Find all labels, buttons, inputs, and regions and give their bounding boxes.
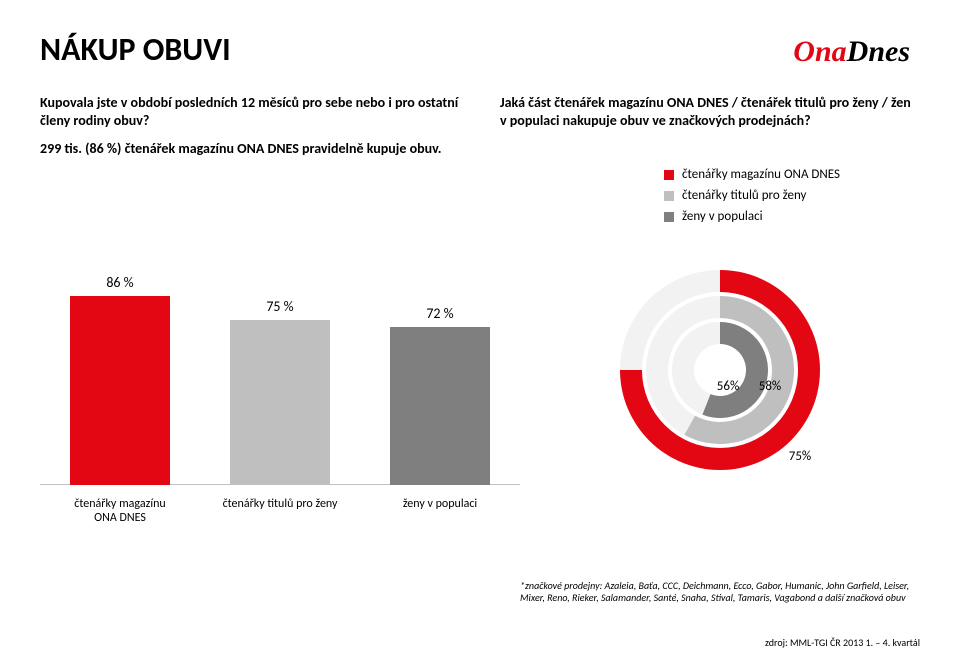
footnote: *značkové prodejny: Azaleia, Baťa, CCC, … xyxy=(520,580,920,604)
source-text: zdroj: MML-TGI ČR 2013 1. – 4. kvartál xyxy=(765,636,920,649)
legend-item: čtenářky titulů pro ženy xyxy=(664,186,840,207)
bar-axis-label: ženy v populaci xyxy=(360,497,520,525)
intro-left: Kupovala jste v období posledních 12 měs… xyxy=(40,94,460,159)
intro-left-line2: 299 tis. (86 %) čtenářek magazínu ONA DN… xyxy=(40,140,460,158)
legend-item: ženy v populaci xyxy=(664,207,840,228)
legend-swatch xyxy=(664,212,674,222)
legend-swatch xyxy=(664,170,674,180)
bar-value-label: 75 % xyxy=(230,298,330,315)
page: NÁKUP OBUVI OnaDnes Kupovala jste v obdo… xyxy=(0,0,960,664)
bar: 72 % xyxy=(390,327,490,485)
legend-item: čtenářky magazínu ONA DNES xyxy=(664,165,840,186)
bar-axis-labels: čtenářky magazínu ONA DNES čtenářky titu… xyxy=(40,497,520,525)
donut-value-label: 56% xyxy=(717,379,739,394)
bar: 86 % xyxy=(70,296,170,485)
bar-chart: 86 % 75 % 72 % čtenářky magazínu ONA DNE… xyxy=(40,230,520,510)
bar-axis-label: čtenářky titulů pro ženy xyxy=(200,497,360,525)
charts-row: 86 % 75 % 72 % čtenářky magazínu ONA DNE… xyxy=(40,230,920,510)
logo-part-1: Ona xyxy=(793,35,846,68)
intro-left-line1: Kupovala jste v období posledních 12 měs… xyxy=(40,94,460,130)
legend-label: čtenářky titulů pro ženy xyxy=(682,186,806,207)
bar: 75 % xyxy=(230,320,330,485)
legend: čtenářky magazínu ONA DNES čtenářky titu… xyxy=(664,165,840,227)
bar-axis-label: čtenářky magazínu ONA DNES xyxy=(40,497,200,525)
logo: OnaDnes xyxy=(793,35,910,69)
legend-label: ženy v populaci xyxy=(682,207,763,228)
logo-part-2: Dnes xyxy=(847,35,910,68)
legend-swatch xyxy=(664,191,674,201)
bar-value-label: 86 % xyxy=(70,274,170,291)
donut-chart: 75% 58% 56% xyxy=(520,230,920,510)
bar-value-label: 72 % xyxy=(390,305,490,322)
page-title: NÁKUP OBUVI xyxy=(40,30,920,69)
donut-value-label: 75% xyxy=(789,449,811,464)
donut-svg: 75% 58% 56% xyxy=(590,240,850,500)
intro-right: Jaká část čtenářek magazínu ONA DNES / č… xyxy=(500,94,920,159)
legend-label: čtenářky magazínu ONA DNES xyxy=(682,165,840,186)
intro-row: Kupovala jste v období posledních 12 měs… xyxy=(40,94,920,159)
donut-value-label: 58% xyxy=(759,379,781,394)
